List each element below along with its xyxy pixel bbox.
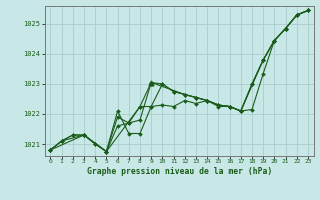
X-axis label: Graphe pression niveau de la mer (hPa): Graphe pression niveau de la mer (hPa) (87, 167, 272, 176)
